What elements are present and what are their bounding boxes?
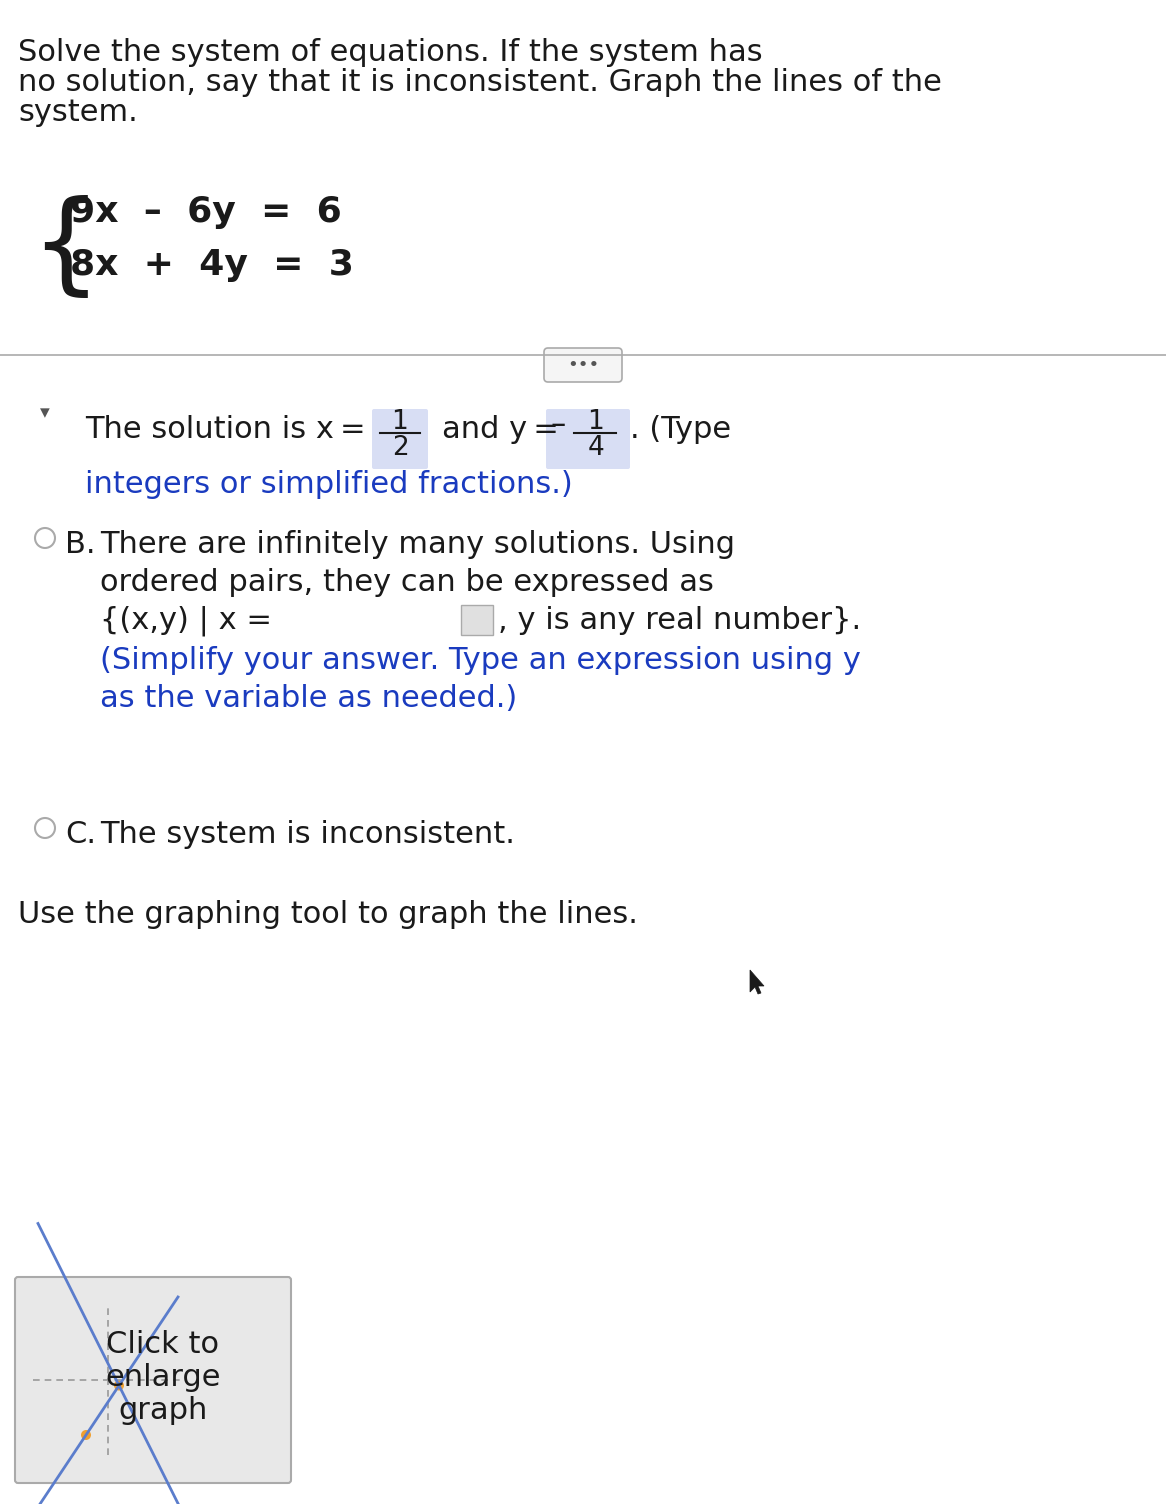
Text: The solution is x =: The solution is x = <box>85 415 366 444</box>
Text: 4: 4 <box>588 435 604 462</box>
FancyBboxPatch shape <box>15 1277 292 1483</box>
Text: ordered pairs, they can be expressed as: ordered pairs, they can be expressed as <box>100 569 714 597</box>
Text: . (Type: . (Type <box>630 415 731 444</box>
Text: no solution, say that it is inconsistent. Graph the lines of the: no solution, say that it is inconsistent… <box>17 68 942 96</box>
Text: ▾: ▾ <box>40 403 50 423</box>
Text: 9x  –  6y  =  6: 9x – 6y = 6 <box>70 196 342 229</box>
Text: –: – <box>550 411 566 439</box>
Text: , y is any real number}.: , y is any real number}. <box>498 606 862 635</box>
Text: Click to: Click to <box>106 1330 219 1360</box>
Text: Solve the system of equations. If the system has: Solve the system of equations. If the sy… <box>17 38 763 68</box>
Text: 2: 2 <box>392 435 408 462</box>
Circle shape <box>80 1430 91 1439</box>
Text: {: { <box>30 196 100 302</box>
Text: The system is inconsistent.: The system is inconsistent. <box>100 820 515 848</box>
Text: enlarge: enlarge <box>105 1363 220 1393</box>
Circle shape <box>114 1381 124 1391</box>
Text: Use the graphing tool to graph the lines.: Use the graphing tool to graph the lines… <box>17 899 638 929</box>
Polygon shape <box>750 970 764 994</box>
Text: C.: C. <box>65 820 96 848</box>
Text: •••: ••• <box>567 356 599 374</box>
Text: as the variable as needed.): as the variable as needed.) <box>100 684 518 713</box>
FancyBboxPatch shape <box>461 605 493 635</box>
Text: B.: B. <box>65 529 96 559</box>
Text: and y =: and y = <box>442 415 559 444</box>
Text: 8x  +  4y  =  3: 8x + 4y = 3 <box>70 248 353 283</box>
Text: (Simplify your answer. Type an expression using y: (Simplify your answer. Type an expressio… <box>100 647 861 675</box>
FancyBboxPatch shape <box>545 347 621 382</box>
Text: integers or simplified fractions.): integers or simplified fractions.) <box>85 469 573 499</box>
FancyBboxPatch shape <box>546 409 630 469</box>
FancyBboxPatch shape <box>372 409 428 469</box>
Text: {(x,y) | x =: {(x,y) | x = <box>100 606 272 636</box>
Text: system.: system. <box>17 98 138 126</box>
Text: graph: graph <box>118 1396 208 1424</box>
Text: 1: 1 <box>588 409 604 435</box>
Text: 1: 1 <box>392 409 408 435</box>
Text: There are infinitely many solutions. Using: There are infinitely many solutions. Usi… <box>100 529 735 559</box>
